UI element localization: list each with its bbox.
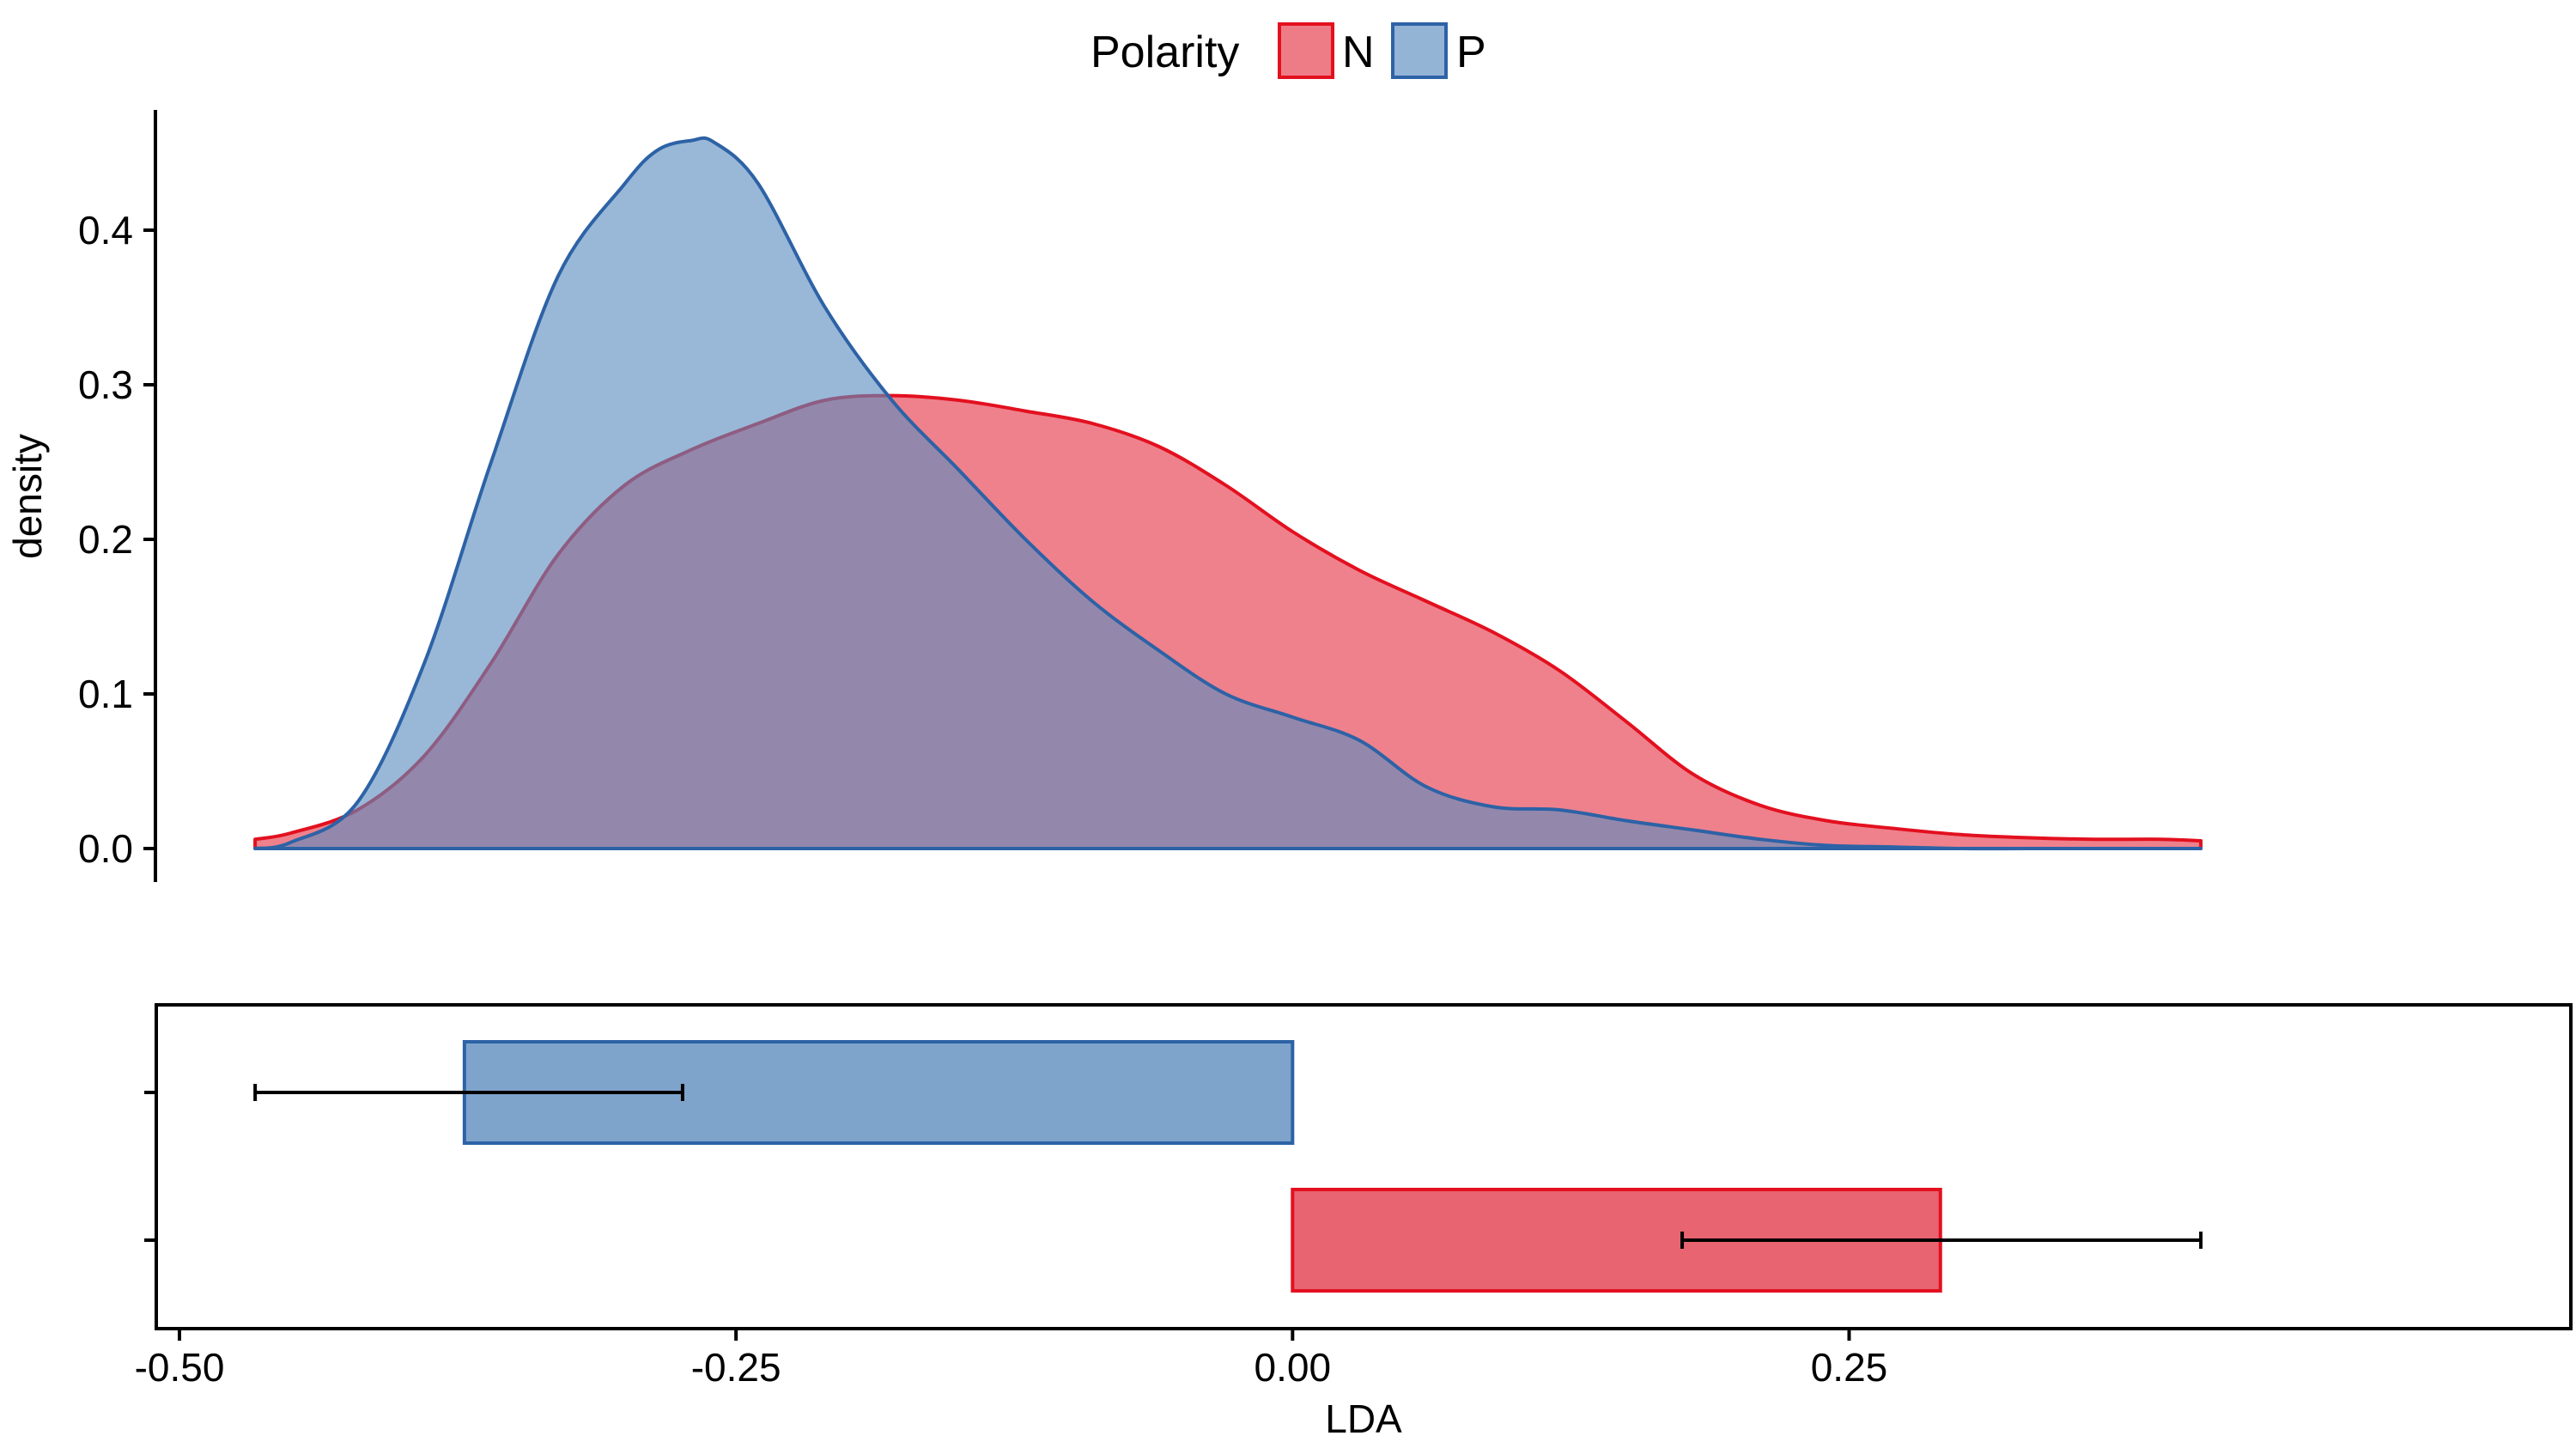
density-y-tick-label: 0.0 xyxy=(78,826,133,871)
legend-title: Polarity xyxy=(1091,27,1239,77)
x-tick-label: -0.25 xyxy=(691,1345,781,1390)
legend-swatch-n xyxy=(1278,22,1334,79)
bar-x-ticks: -0.50 -0.25 0.00 0.25 xyxy=(135,1329,1888,1390)
x-tick-label: 0.25 xyxy=(1811,1345,1888,1390)
density-y-ticks: 0.0 0.1 0.2 0.3 0.4 xyxy=(78,208,155,871)
density-y-axis-title: density xyxy=(5,434,50,559)
x-axis-title: LDA xyxy=(1325,1396,1402,1441)
x-tick-label: -0.50 xyxy=(135,1345,225,1390)
x-tick-label: 0.00 xyxy=(1255,1345,1332,1390)
density-panel: 0.0 0.1 0.2 0.3 0.4 density xyxy=(5,110,2203,882)
density-y-tick-label: 0.2 xyxy=(78,517,133,562)
density-area-p xyxy=(253,136,2203,851)
bar-marks xyxy=(253,1040,2203,1293)
bar-panel-border xyxy=(155,1003,2573,1330)
density-y-tick-label: 0.3 xyxy=(78,362,133,407)
bar-panel: -0.50 -0.25 0.00 0.25 LDA xyxy=(135,1003,2573,1441)
bar-y-ticks xyxy=(144,1091,156,1242)
legend-swatch-p xyxy=(1391,22,1448,79)
legend: Polarity N P xyxy=(1091,22,1486,79)
legend-label-n: N xyxy=(1342,27,1375,77)
legend-label-p: P xyxy=(1456,27,1486,77)
density-y-tick-label: 0.4 xyxy=(78,208,133,253)
density-areas xyxy=(253,136,2203,851)
density-y-tick-label: 0.1 xyxy=(78,672,133,716)
